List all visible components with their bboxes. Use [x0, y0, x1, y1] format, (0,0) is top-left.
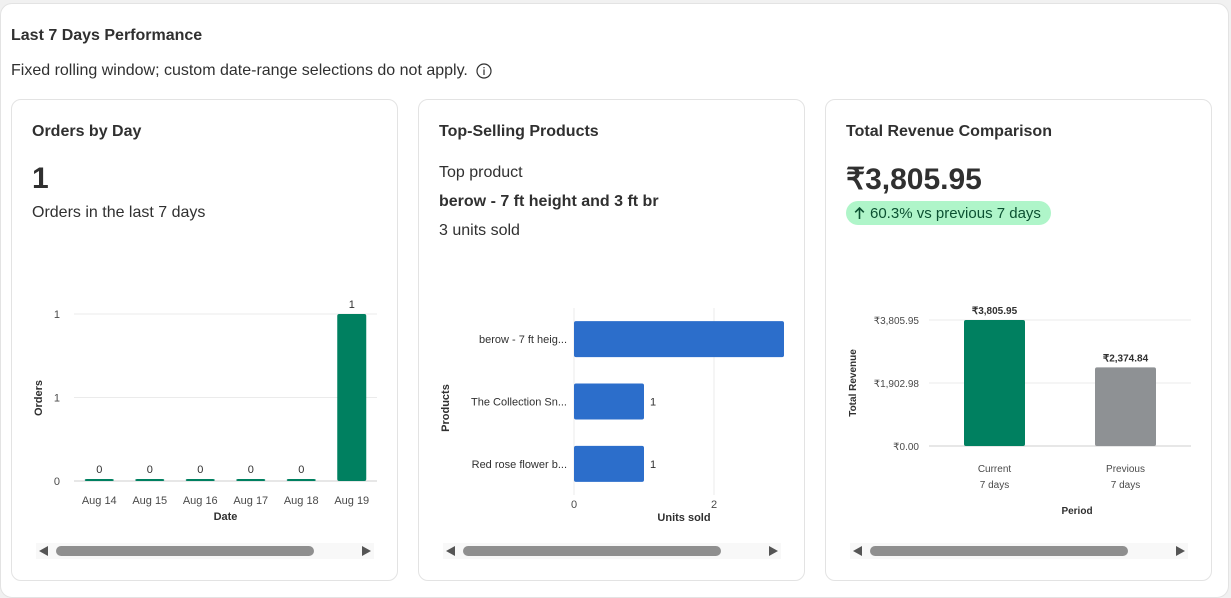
x-tick-label: Previous — [1106, 464, 1145, 475]
revenue-chart-scrollbar[interactable] — [850, 543, 1188, 559]
scroll-left-icon[interactable] — [39, 546, 48, 556]
y-axis-label: Products — [440, 384, 452, 432]
top-product-label: Top product — [439, 164, 523, 181]
scroll-right-icon[interactable] — [769, 546, 778, 556]
x-axis-label: Units sold — [657, 512, 710, 524]
scroll-thumb[interactable] — [56, 546, 314, 556]
section-title: Last 7 Days Performance — [11, 27, 203, 44]
revenue-change-badge: 60.3% vs previous 7 days — [846, 201, 1051, 225]
bar — [574, 321, 784, 358]
scroll-thumb[interactable] — [870, 546, 1128, 556]
scroll-thumb[interactable] — [463, 546, 721, 556]
scroll-right-icon[interactable] — [362, 546, 371, 556]
data-label: 1 — [349, 299, 355, 311]
orders-metric-label: Orders in the last 7 days — [32, 204, 206, 221]
x-tick-label-line2: 7 days — [980, 480, 1009, 491]
x-tick-label: Aug 15 — [132, 495, 167, 507]
y-tick-label: The Collection Sn... — [471, 397, 567, 409]
orders-metric: 1 — [32, 162, 49, 195]
info-icon[interactable] — [476, 63, 492, 79]
bar — [964, 320, 1025, 446]
data-label: ₹2,374.84 — [1103, 353, 1149, 364]
bar — [236, 479, 266, 481]
data-label: 0 — [298, 464, 304, 476]
y-tick-label: 1 — [54, 393, 60, 405]
arrow-up-icon — [854, 206, 865, 219]
y-axis-label: Total Revenue — [848, 349, 859, 417]
top-product-units: 3 units sold — [439, 222, 520, 239]
bar — [1095, 367, 1156, 446]
bar — [337, 314, 367, 481]
orders-card-title: Orders by Day — [32, 123, 142, 140]
products-chart: 0 2 berow - 7 ft heig... The Collection Sn.… — [440, 308, 784, 524]
x-tick-label: 0 — [571, 499, 577, 511]
x-tick-label-line2: 7 days — [1111, 480, 1140, 491]
products-card: Top-Selling Products Top product berow -… — [418, 99, 805, 581]
x-tick-label: Aug 16 — [183, 495, 218, 507]
x-tick-label: Aug 18 — [284, 495, 319, 507]
section-subtitle: Fixed rolling window; custom date-range … — [11, 62, 492, 80]
y-tick-label: 1 — [54, 309, 60, 321]
revenue-chart: ₹0.00 ₹1,902.98 ₹3,805.95 ₹3,805.95 Current 7… — [848, 306, 1191, 517]
orders-card: Orders by Day 1 Orders in the last 7 day… — [11, 99, 398, 581]
x-tick-label: Aug 14 — [82, 495, 117, 507]
x-axis-label: Period — [1061, 506, 1092, 517]
revenue-card-title: Total Revenue Comparison — [846, 123, 1052, 140]
section-subtitle-text: Fixed rolling window; custom date-range … — [11, 62, 468, 79]
data-label: 0 — [197, 464, 203, 476]
products-card-title: Top-Selling Products — [439, 123, 599, 140]
y-tick-label: berow - 7 ft heig... — [479, 334, 567, 346]
y-tick-label: ₹3,805.95 — [874, 316, 920, 327]
data-label: 0 — [96, 464, 102, 476]
bar — [286, 479, 316, 481]
bar — [84, 479, 114, 481]
scroll-left-icon[interactable] — [446, 546, 455, 556]
x-tick-label: Aug 17 — [233, 495, 268, 507]
data-label: 1 — [650, 459, 656, 471]
x-tick-label: 2 — [711, 499, 717, 511]
revenue-card: Total Revenue Comparison ₹3,805.95 60.3%… — [825, 99, 1212, 581]
data-label: 1 — [650, 397, 656, 409]
scroll-right-icon[interactable] — [1176, 546, 1185, 556]
bar — [574, 445, 644, 482]
scroll-left-icon[interactable] — [853, 546, 862, 556]
revenue-metric: ₹3,805.95 — [846, 163, 982, 196]
y-tick-label: Red rose flower b... — [472, 459, 567, 471]
orders-chart-scrollbar[interactable] — [36, 543, 374, 559]
x-tick-label: Aug 19 — [334, 495, 369, 507]
x-axis-label: Date — [214, 511, 238, 523]
y-tick-label: ₹1,902.98 — [874, 379, 920, 390]
revenue-change-text: 60.3% vs previous 7 days — [870, 204, 1041, 222]
bar — [574, 383, 644, 420]
y-axis-label: Orders — [33, 380, 45, 416]
orders-chart: 0 1 1 0 Aug 14 0 Aug 15 0 Aug 16 0 Aug 17 0 Aug 18 1 A… — [33, 299, 377, 523]
bar — [135, 479, 165, 481]
data-label: 0 — [248, 464, 254, 476]
data-label: 0 — [147, 464, 153, 476]
x-tick-label: Current — [978, 464, 1012, 475]
y-tick-label: ₹0.00 — [893, 442, 919, 453]
data-label: ₹3,805.95 — [972, 306, 1018, 317]
products-chart-scrollbar[interactable] — [443, 543, 781, 559]
y-tick-label: 0 — [54, 476, 60, 488]
bar — [185, 479, 215, 481]
top-product-name: berow - 7 ft height and 3 ft br — [439, 193, 659, 210]
